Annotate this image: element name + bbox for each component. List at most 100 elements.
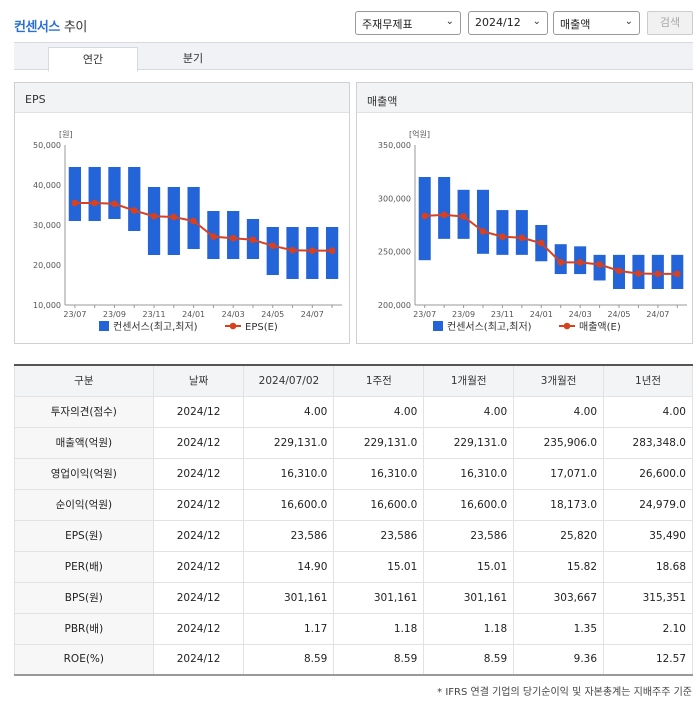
col-header: 1주전 (333, 364, 425, 397)
line-point (328, 247, 336, 254)
consensus-table: 구분 날짜 2024/07/02 1주전 1개월전 3개월전 1년전 투자의견(… (14, 364, 693, 676)
table-cell: 1.17 (243, 612, 335, 645)
table-cell: 23,586 (423, 519, 515, 552)
col-header: 2024/07/02 (243, 364, 335, 397)
table-cell: 303,667 (513, 581, 605, 614)
table-cell: 25,820 (513, 519, 605, 552)
table-row: PER(배) 2024/12 14.90 15.01 15.01 15.82 18.68 (14, 550, 693, 583)
period-select[interactable]: 2024/12 ⌄ (468, 11, 548, 35)
table-cell: 2024/12 (152, 612, 245, 645)
table-cell: 8.59 (243, 643, 335, 676)
legend-line-marker (563, 322, 571, 330)
table-row: 매출액(억원) 2024/12 229,131.0 229,131.0 229,131.… (14, 426, 693, 459)
row-label: 투자의견(점수) (14, 395, 154, 428)
table-cell: 23,586 (243, 519, 335, 552)
line-point (150, 212, 158, 220)
row-label: 순이익(억원) (14, 488, 154, 521)
line-point (576, 259, 584, 266)
statement-select-value: 주재무제표 (362, 18, 413, 31)
x-tick-label: 24/07 (301, 310, 324, 319)
line-point (130, 207, 138, 214)
x-tick-label: 24/01 (182, 310, 205, 319)
y-tick-label: 250,000 (378, 248, 411, 257)
y-unit-label: [억원] (409, 129, 430, 139)
legend-line-label: 매출액(E) (579, 321, 621, 333)
table-cell: 2024/12 (152, 581, 245, 614)
tab-quarterly[interactable]: 분기 (182, 52, 204, 65)
y-tick-label: 50,000 (33, 141, 61, 150)
legend-bar-label: 컨센서스(최고,최저) (113, 321, 198, 333)
table-header-row: 구분 날짜 2024/07/02 1주전 1개월전 3개월전 1년전 (14, 364, 693, 397)
table-row: PBR(배) 2024/12 1.17 1.18 1.18 1.35 2.10 (14, 612, 693, 645)
line-point (111, 200, 118, 208)
line-point (460, 213, 467, 220)
x-tick-label: 23/07 (63, 310, 86, 319)
range-bar (128, 167, 141, 231)
x-tick-label: 24/01 (530, 310, 553, 319)
tab-annual[interactable]: 연간 (48, 47, 138, 72)
title-brand: 컨센서스 (14, 20, 60, 35)
range-bar (108, 167, 121, 219)
chevron-down-icon: ⌄ (532, 16, 541, 27)
range-bar (68, 167, 82, 221)
y-unit-label: [원] (59, 130, 73, 139)
table-row: 투자의견(점수) 2024/12 4.00 4.00 4.00 4.00 4.00 (14, 395, 693, 428)
line-point (557, 259, 565, 266)
table-row: BPS(원) 2024/12 301,161 301,161 301,161 303,66… (14, 581, 693, 614)
line-point (537, 239, 545, 247)
legend-bar-swatch (99, 321, 109, 331)
x-tick-label: 24/07 (646, 310, 669, 319)
row-label: 매출액(억원) (14, 426, 154, 459)
sales-chart-panel: 매출액 [억원] 350,000 300,000 250,000 200,000 23/0… (356, 82, 693, 344)
table-cell: 23,586 (333, 519, 425, 552)
col-header: 1년전 (603, 364, 693, 397)
table-cell: 283,348.0 (603, 426, 693, 459)
table-row: ROE(%) 2024/12 8.59 8.59 8.59 9.36 12.57 (14, 643, 693, 676)
x-tick-label: 24/05 (261, 310, 284, 319)
table-cell: 2024/12 (152, 457, 245, 490)
table-cell: 26,600.0 (603, 457, 693, 490)
line-point (289, 246, 296, 254)
table-cell: 18,173.0 (513, 488, 605, 521)
legend-line-marker (229, 322, 237, 330)
line-point (269, 242, 277, 250)
x-tick-label: 23/09 (103, 310, 126, 319)
page-header: 컨센서스 추이 주재무제표 ⌄ 2024/12 ⌄ 매출액 ⌄ 검색 (0, 0, 698, 40)
line-point (210, 233, 217, 240)
page-title: 컨센서스 추이 (14, 16, 87, 35)
col-header: 날짜 (152, 364, 245, 397)
table-cell: 301,161 (333, 581, 425, 614)
table-cell: 2024/12 (152, 488, 245, 521)
row-label: EPS(원) (14, 519, 154, 552)
range-bar (167, 187, 180, 255)
statement-select[interactable]: 주재무제표 ⌄ (355, 11, 461, 35)
table-cell: 18.68 (603, 550, 693, 583)
table-cell: 1.18 (423, 612, 515, 645)
table-cell: 16,600.0 (243, 488, 335, 521)
table-cell: 2024/12 (152, 519, 245, 552)
y-tick-label: 10,000 (33, 301, 61, 310)
line-point (654, 270, 662, 278)
legend-bar-label: 컨센서스(최고,최저) (447, 321, 532, 333)
table-cell: 2024/12 (152, 426, 245, 459)
line-point (635, 270, 642, 277)
row-label: PER(배) (14, 550, 154, 583)
line-point (170, 213, 178, 221)
table-row: EPS(원) 2024/12 23,586 23,586 23,586 25,820 35,… (14, 519, 693, 552)
line-point (190, 217, 197, 225)
table-cell: 4.00 (243, 395, 335, 428)
range-bar (476, 189, 490, 254)
search-button[interactable]: 검색 (647, 11, 693, 35)
range-bar (438, 177, 451, 239)
eps-panel-title: EPS (15, 83, 349, 113)
metric-select[interactable]: 매출액 ⌄ (553, 11, 640, 35)
range-bar (88, 167, 101, 221)
period-tabs: 연간 분기 (14, 42, 693, 72)
table-cell: 4.00 (513, 395, 605, 428)
table-cell: 9.36 (513, 643, 605, 676)
col-header: 구분 (14, 364, 154, 397)
x-tick-label: 23/11 (491, 310, 514, 319)
line-point (518, 234, 526, 242)
range-bar (496, 210, 509, 255)
